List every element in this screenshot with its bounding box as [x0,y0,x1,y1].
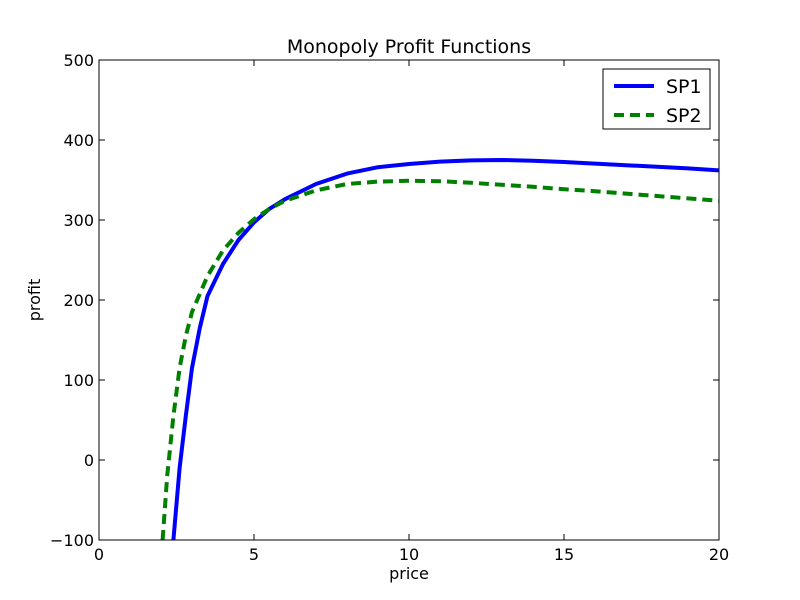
plot-frame [98,59,720,541]
y-tick-label: −100 [50,531,94,550]
x-axis-label: price [389,564,429,583]
legend-label-sp1: SP1 [666,76,702,98]
y-tick-label: 400 [63,131,94,150]
x-tick-label: 0 [94,545,104,564]
series-line-sp2 [160,178,720,541]
y-axis-label: profit [25,279,44,322]
y-tick-label: 100 [63,371,94,390]
x-tick-label: 10 [399,545,419,564]
legend-label-sp2: SP2 [666,105,702,127]
y-tick-label: 200 [63,291,94,310]
y-tick-label: 500 [63,51,94,70]
x-tick-label: 20 [709,545,729,564]
legend-box [602,68,711,130]
series-line-sp1 [171,158,720,541]
y-tick-label: 300 [63,211,94,230]
x-tick-label: 5 [249,545,259,564]
chart-title: Monopoly Profit Functions [287,36,531,58]
x-tick-label: 15 [554,545,574,564]
series-layer [160,158,720,541]
y-tick-label: 0 [84,451,94,470]
